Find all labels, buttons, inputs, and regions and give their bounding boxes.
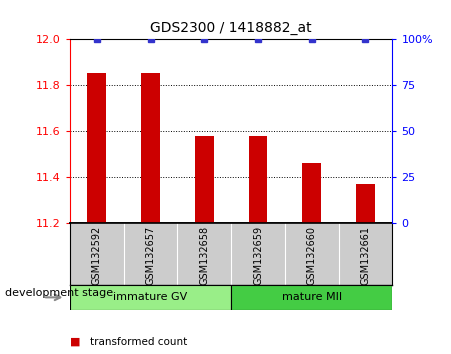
Bar xyxy=(249,136,267,223)
Text: GSM132660: GSM132660 xyxy=(307,226,317,285)
Bar xyxy=(195,136,214,223)
Text: GSM132592: GSM132592 xyxy=(92,225,102,285)
Text: GSM132659: GSM132659 xyxy=(253,225,263,285)
Title: GDS2300 / 1418882_at: GDS2300 / 1418882_at xyxy=(150,21,312,35)
Text: immature GV: immature GV xyxy=(113,292,188,302)
Text: ■: ■ xyxy=(70,337,80,347)
Text: GSM132661: GSM132661 xyxy=(360,226,371,285)
Text: transformed count: transformed count xyxy=(90,337,188,347)
Text: development stage: development stage xyxy=(5,288,113,298)
Text: GSM132658: GSM132658 xyxy=(199,225,209,285)
Bar xyxy=(302,163,321,223)
Text: mature MII: mature MII xyxy=(282,292,342,302)
Bar xyxy=(70,285,231,310)
Bar xyxy=(141,74,160,223)
Text: GSM132657: GSM132657 xyxy=(146,225,156,285)
Bar xyxy=(231,285,392,310)
Bar xyxy=(87,74,106,223)
Bar xyxy=(356,184,375,223)
